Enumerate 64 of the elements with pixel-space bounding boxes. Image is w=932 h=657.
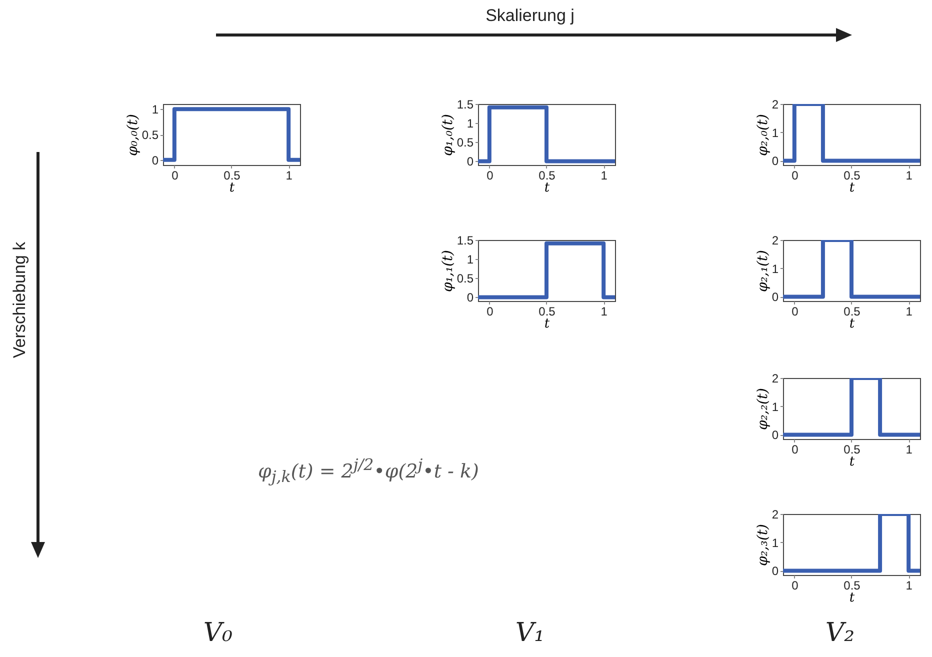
x-tick-label: 0: [792, 304, 799, 318]
x-tick-label: 0.5: [224, 168, 241, 182]
y-tick-label: 0: [772, 290, 779, 304]
x-tick-label: 1: [600, 168, 608, 182]
x-axis-title: t: [849, 180, 856, 196]
y-tick-label: 1: [466, 252, 474, 267]
x-tick-label: 1: [906, 578, 913, 592]
x-axis-title: t: [544, 316, 550, 332]
x-tick-label: 1: [906, 168, 913, 182]
x-axis-title: t: [849, 590, 856, 606]
text: V₁: [515, 618, 545, 648]
y-axis-title: φ₁,₀(t): [440, 114, 456, 156]
y-axis-title: φ₁,₁(t): [440, 250, 456, 292]
y-tick-label: 0: [772, 154, 779, 168]
y-tick-label: 0: [152, 153, 159, 168]
x-tick-label: 0: [486, 304, 494, 318]
x-axis-title: t: [544, 180, 550, 196]
y-tick-label: 2: [772, 98, 779, 112]
x-tick-label: 1: [906, 304, 913, 318]
y-axis-title: φ₂,₃(t): [754, 524, 771, 566]
y-axis-title: φ₀,₀(t): [124, 114, 141, 156]
text: V₂: [825, 618, 855, 648]
y-tick-label: 1: [772, 400, 779, 414]
x-tick-label: 0.5: [844, 578, 861, 592]
x-tick-label: 1: [906, 442, 913, 456]
y-tick-label: 1: [466, 116, 474, 131]
x-tick-label: 0.5: [538, 304, 556, 318]
y-tick-label: 0.5: [456, 272, 474, 286]
x-tick-label: 0.5: [844, 168, 861, 182]
text: Verschiebung k: [10, 242, 30, 358]
x-tick-label: 0.5: [538, 168, 556, 182]
y-tick-label: 0.5: [456, 136, 474, 150]
x-tick-label: 0: [792, 578, 799, 592]
x-tick-label: 0.5: [844, 304, 861, 318]
y-tick-label: 2: [772, 508, 779, 522]
y-tick-label: 0: [772, 428, 779, 442]
y-tick-label: 1: [772, 126, 779, 140]
y-tick-label: 1: [772, 262, 779, 276]
y-axis-title: φ₂,₁(t): [754, 250, 771, 292]
y-tick-label: 1: [772, 536, 779, 550]
y-tick-label: 0: [466, 154, 474, 169]
x-tick-label: 0: [792, 168, 799, 182]
y-tick-label: 2: [772, 372, 779, 386]
y-axis-title: φ₂,₂(t): [754, 388, 771, 430]
text: V₀: [203, 618, 233, 648]
x-tick-label: 0: [792, 442, 799, 456]
y-tick-label: 1: [152, 102, 159, 117]
y-tick-label: 2: [772, 234, 779, 248]
y-tick-label: 1.5: [456, 98, 474, 112]
x-tick-label: 0: [172, 168, 179, 182]
x-axis-title: t: [229, 180, 236, 196]
x-axis-title: t: [849, 454, 856, 470]
text: φ$_{j,k}$(t) = 2$^{j/2}$•φ(2$^{j}$•t - k): [258, 455, 479, 486]
x-tick-label: 1: [600, 304, 608, 318]
x-tick-label: 0: [486, 168, 494, 182]
x-axis-title: t: [849, 316, 856, 332]
y-tick-label: 0: [772, 564, 779, 578]
x-tick-label: 1: [286, 168, 293, 182]
y-axis-title: φ₂,₀(t): [754, 114, 771, 156]
x-tick-label: 0.5: [844, 442, 861, 456]
y-tick-label: 0: [466, 290, 474, 305]
y-tick-label: 1.5: [456, 234, 474, 248]
y-tick-label: 0.5: [142, 128, 159, 142]
text: Skalierung j: [486, 6, 574, 26]
